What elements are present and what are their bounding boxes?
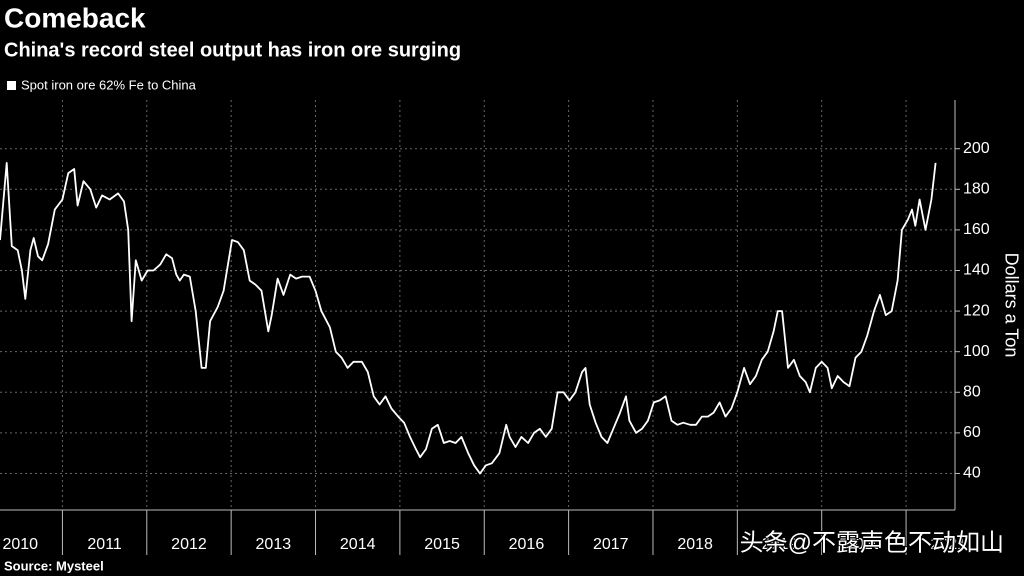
x-tick-label: 2012 [171, 536, 207, 553]
watermark: 头条@不露声色不动如山 [740, 529, 1004, 556]
x-tick-label: 2020 [846, 536, 882, 553]
x-tick-label: 2019 [762, 536, 798, 553]
x-tick-label: 2016 [509, 536, 545, 553]
x-tick-label: 2013 [256, 536, 292, 553]
source: Source: Mysteel [4, 558, 104, 573]
chart-subtitle: China's record steel output has iron ore… [4, 39, 461, 61]
x-tick-label: 2010 [2, 536, 38, 553]
x-tick-label: 2011 [87, 536, 122, 553]
x-tick-label: 2014 [340, 536, 376, 553]
y-tick-label: 80 [963, 383, 981, 400]
price-line [0, 162, 937, 475]
y-tick-label: 120 [963, 302, 990, 319]
y-tick-label: 60 [963, 424, 981, 441]
y-tick-label: 200 [963, 140, 990, 157]
legend-label: Spot iron ore 62% Fe to China [21, 77, 197, 92]
y-tick-label: 180 [963, 181, 990, 198]
y-tick-label: 160 [963, 221, 990, 238]
legend-swatch [7, 81, 16, 90]
x-tick-label: 2015 [424, 536, 460, 553]
y-tick-label: 40 [963, 465, 981, 482]
x-tick-label: 2021 [930, 536, 966, 553]
y-tick-label: 100 [963, 343, 990, 360]
y-axis-label: Dollars a Ton [1001, 253, 1021, 358]
x-tick-label: 2018 [677, 536, 713, 553]
y-tick-label: 140 [963, 262, 990, 279]
x-tick-label: 2017 [593, 536, 629, 553]
chart-title: Comeback [4, 2, 146, 33]
